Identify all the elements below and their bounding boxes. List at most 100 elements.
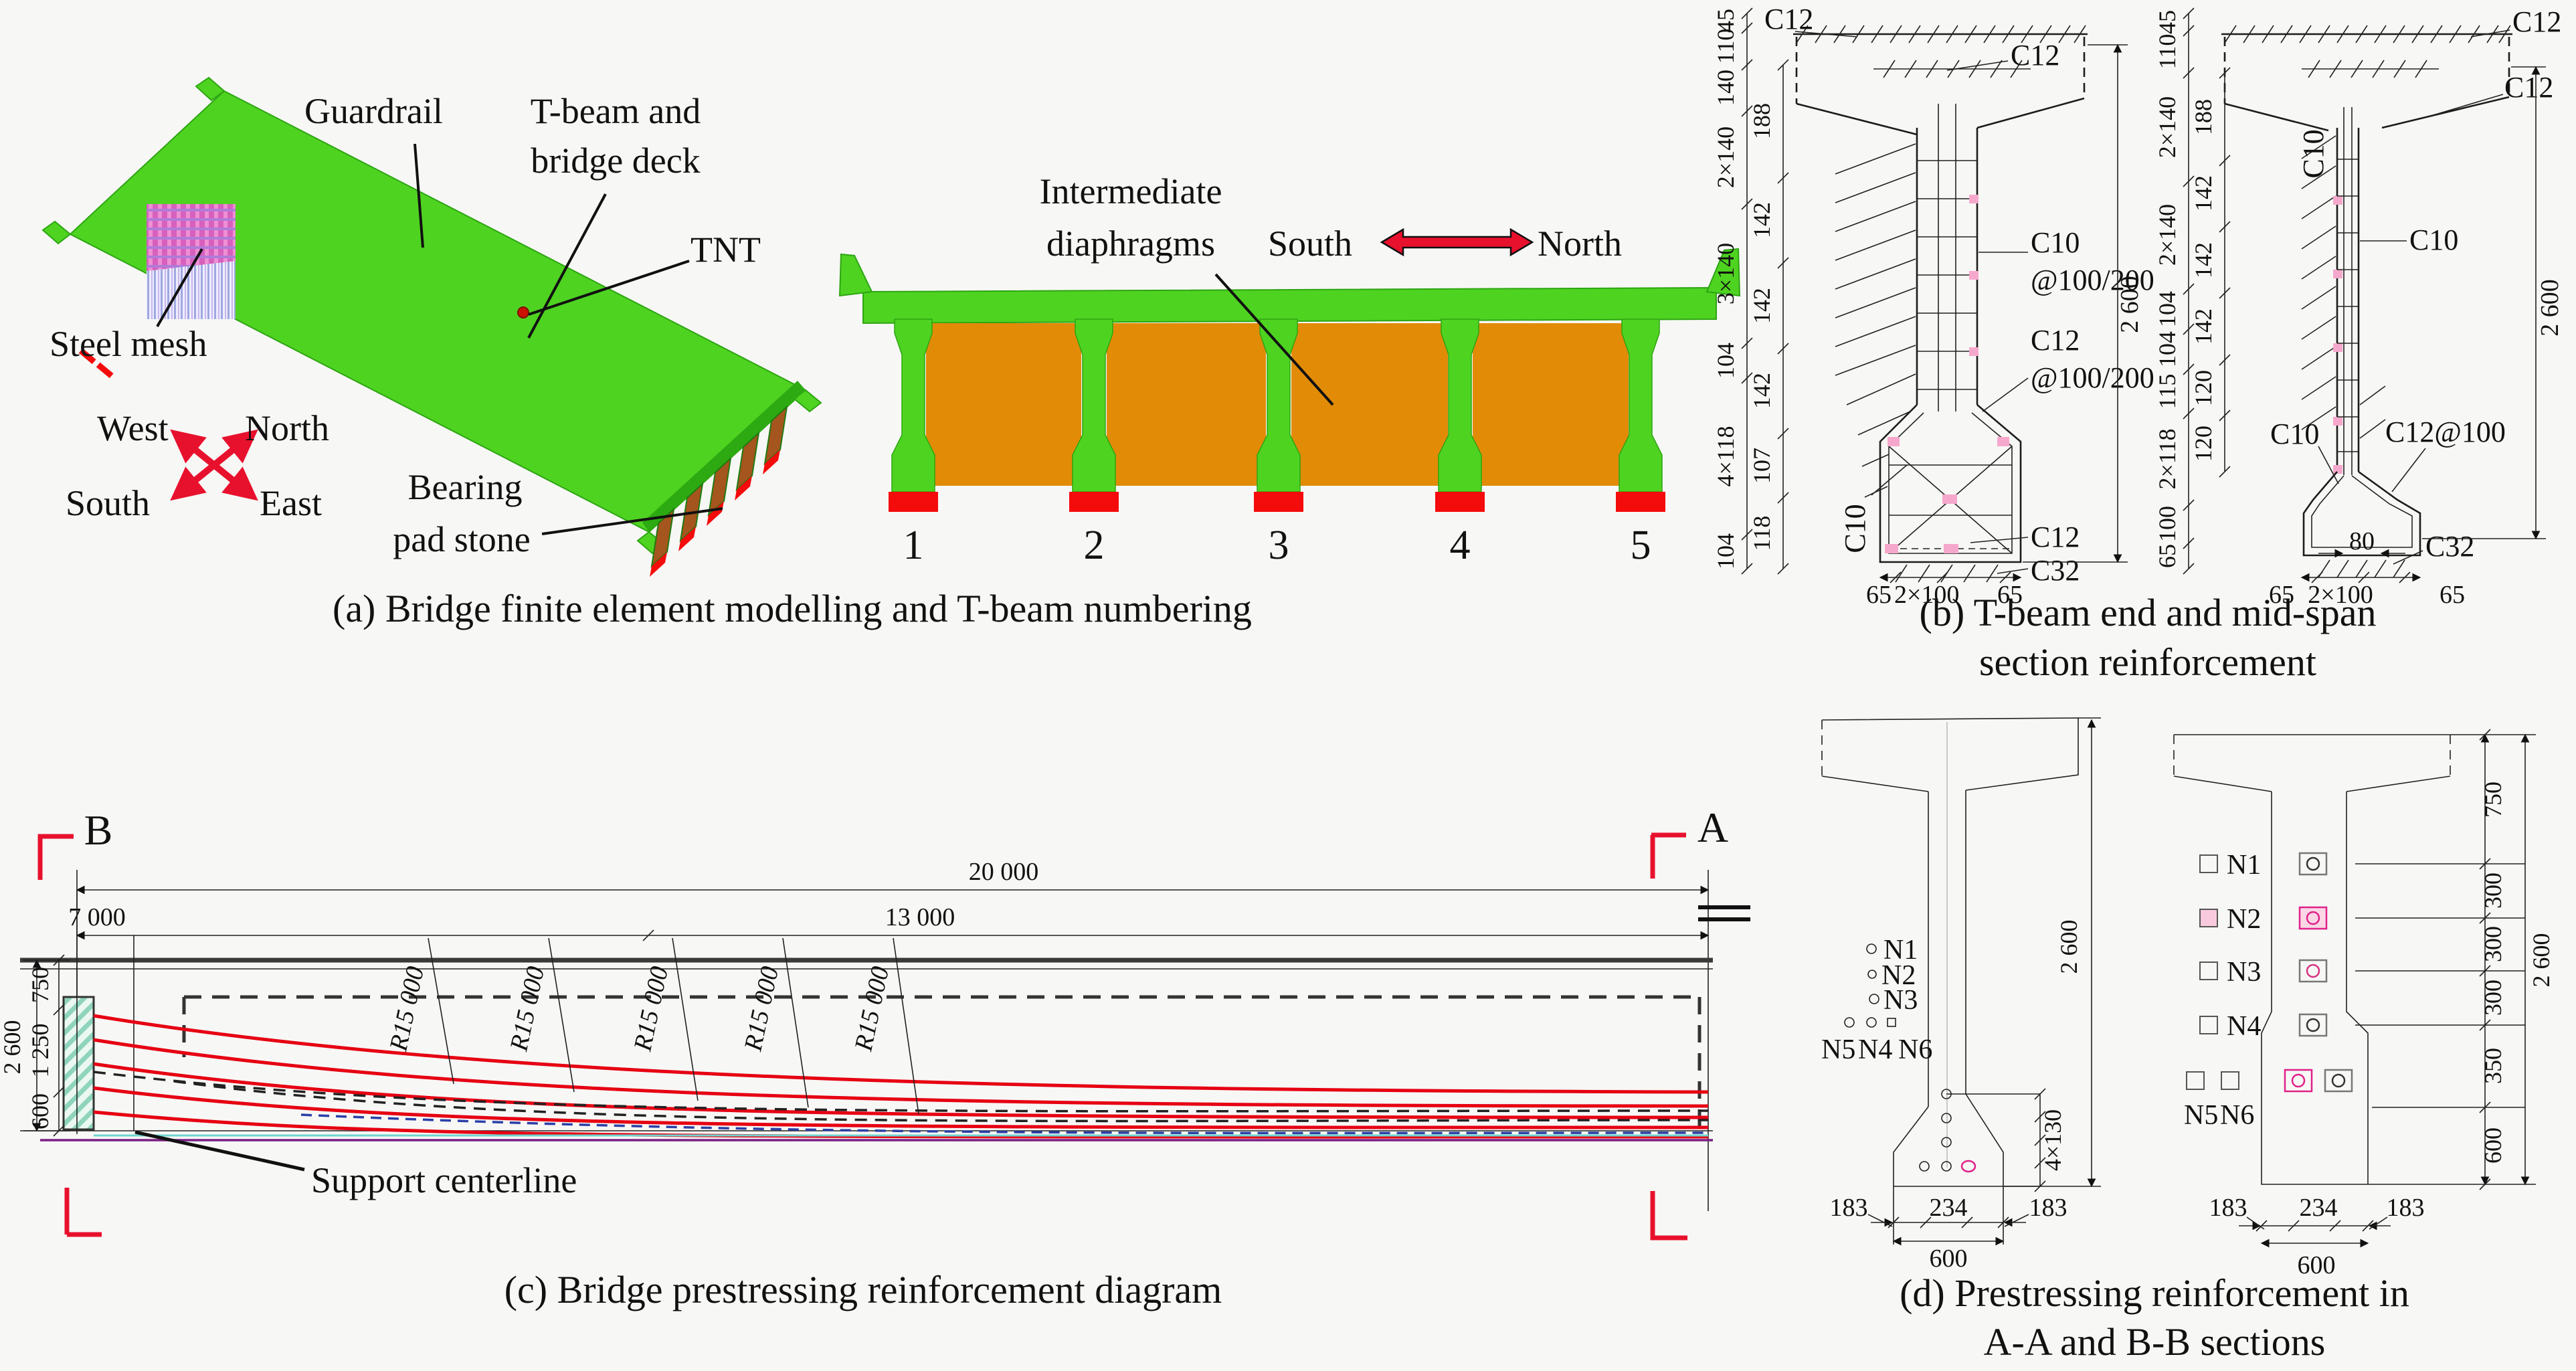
aa-height-dim: 2 600 (2055, 920, 2082, 974)
svg-text:140: 140 (1712, 70, 1739, 106)
panel-d-section-aa: N1 N2 N3 N5 N4 N6 4×130 2 600 (1821, 717, 2101, 1273)
svg-text:750: 750 (27, 967, 54, 1003)
svg-text:2×140: 2×140 (2154, 96, 2181, 158)
svg-text:N2: N2 (2227, 904, 2261, 935)
svg-text:104: 104 (2154, 291, 2181, 327)
svg-text:120: 120 (2190, 370, 2217, 406)
bb-anchors (2284, 852, 2353, 1093)
aa-tendon-marks (1844, 943, 1896, 1028)
svg-text:2×140: 2×140 (2154, 204, 2181, 266)
svg-text:R15 000: R15 000 (739, 964, 784, 1055)
mid-c10-bulb: C10 (2270, 418, 2319, 450)
svg-text:104: 104 (1712, 343, 1739, 379)
svg-text:234: 234 (2300, 1194, 2338, 1222)
label-bearing-line2: pad stone (393, 519, 531, 559)
mid-c32-hatch (2318, 559, 2405, 578)
mid-dims-inner: 188 142 142 142 120 120 (2190, 99, 2217, 462)
bb-extension-lines (2355, 734, 2536, 1185)
panel-c-elevation: B A 20 000 7 000 13 000 2 600 (0, 804, 1750, 1241)
pink-bar-marks (1969, 195, 1979, 356)
bb-right-dims: 750 300 300 300 350 600 (2480, 782, 2506, 1164)
svg-text:183: 183 (1830, 1194, 1868, 1222)
caption-panel-b-line2: section reinforcement (1979, 640, 2317, 684)
web-hatch (1835, 143, 1916, 498)
svg-text:104: 104 (2154, 331, 2181, 367)
mid-height-dim: 2 600 (2536, 279, 2564, 337)
compass-north: North (245, 408, 329, 448)
end-dims-outer: 45 110 140 2×140 3×140 104 4×118 104 (1712, 9, 1739, 569)
mid-c10: C10 (2409, 223, 2458, 256)
label-north: North (1538, 223, 1622, 264)
label-diaphragms: diaphragms (1046, 223, 1215, 264)
svg-text:107: 107 (1748, 448, 1775, 484)
svg-text:N3: N3 (2227, 957, 2261, 988)
aa-anchor-dim: 4×130 (2039, 1109, 2066, 1171)
compass-east: East (260, 483, 322, 523)
tendon-blue (300, 1113, 1709, 1135)
svg-text:600: 600 (2480, 1127, 2506, 1164)
svg-text:N5: N5 (1821, 1034, 1855, 1065)
svg-text:100: 100 (2154, 506, 2181, 542)
west-end-pads (78, 348, 114, 379)
svg-text:N6: N6 (2220, 1100, 2254, 1131)
svg-text:N4: N4 (1858, 1034, 1892, 1065)
svg-text:3×140: 3×140 (1712, 243, 1739, 304)
tendons-dashed (93, 1071, 1709, 1123)
tbeam-end-webs (642, 381, 806, 577)
end-block (62, 996, 95, 1131)
svg-text:65: 65 (2440, 581, 2465, 609)
svg-text:300: 300 (2480, 980, 2506, 1016)
svg-text:142: 142 (2190, 242, 2217, 278)
svg-text:183: 183 (2209, 1194, 2247, 1222)
svg-text:5: 5 (1631, 523, 1651, 568)
svg-text:234: 234 (1930, 1194, 1968, 1222)
mid-c10-rot: C10 (2297, 129, 2330, 178)
aa-tendon-labels: N1 N2 N3 N5 N4 N6 (1821, 935, 1932, 1065)
dim-2600-c: 2 600 (0, 1020, 25, 1075)
aa-bottom-dims: 183 234 183 (1830, 1194, 2067, 1222)
svg-text:R15 000: R15 000 (504, 964, 550, 1055)
radius-labels: R15 000 R15 000 R15 000 R15 000 R15 000 (384, 964, 895, 1055)
diaphragm-leader (1214, 273, 1334, 406)
panel-a-3d-model (41, 76, 822, 577)
svg-text:N6: N6 (1898, 1034, 1932, 1065)
label-B: B (84, 806, 113, 854)
callout-c12-top: C12 (1764, 3, 1813, 35)
svg-text:750: 750 (2480, 782, 2506, 818)
xsec-webs (891, 318, 1663, 492)
svg-text:300: 300 (2480, 926, 2506, 962)
compass-icon (170, 429, 258, 501)
callout-c12-web: C12 (2031, 324, 2080, 357)
xsec-diaphragms (926, 323, 1629, 486)
svg-text:110: 110 (1712, 29, 1739, 64)
svg-text:110: 110 (2154, 34, 2181, 70)
svg-text:45: 45 (1712, 9, 1739, 33)
callout-c10-side: C10 (1839, 504, 1871, 553)
label-bearing-line1: Bearing (407, 467, 523, 507)
svg-text:104: 104 (1712, 533, 1739, 569)
mid-pink-marks (2333, 196, 2342, 474)
svg-text:2×100: 2×100 (2308, 581, 2373, 609)
bulb-pink-marks (1885, 437, 2009, 553)
svg-text:N5: N5 (2184, 1100, 2218, 1131)
svg-text:600: 600 (27, 1093, 54, 1129)
svg-text:65: 65 (1997, 581, 2023, 609)
bb-height-dim: 2 600 (2528, 933, 2555, 988)
tendons-red (93, 1014, 1709, 1139)
south-north-arrow-icon (1380, 227, 1534, 257)
svg-text:120: 120 (2190, 426, 2217, 462)
mid-c12-right: C12 (2504, 71, 2553, 104)
xsec-beam-numbers: 1 2 3 4 5 (903, 523, 1651, 568)
svg-text:118: 118 (1748, 516, 1775, 551)
svg-text:N3: N3 (1883, 985, 1918, 1016)
svg-text:2×100: 2×100 (1894, 581, 1959, 609)
label-south: South (1268, 223, 1353, 264)
caption-panel-b-line1: (b) T-beam end and mid-span (1919, 591, 2377, 634)
label-support-centerline: Support centerline (311, 1160, 577, 1200)
end-height-dim: 2 600 (2116, 276, 2144, 333)
end-dims-inner: 188 142 142 142 107 118 (1748, 103, 1775, 551)
svg-text:350: 350 (2480, 1048, 2506, 1084)
svg-text:142: 142 (2190, 175, 2217, 211)
svg-text:3: 3 (1269, 523, 1289, 568)
